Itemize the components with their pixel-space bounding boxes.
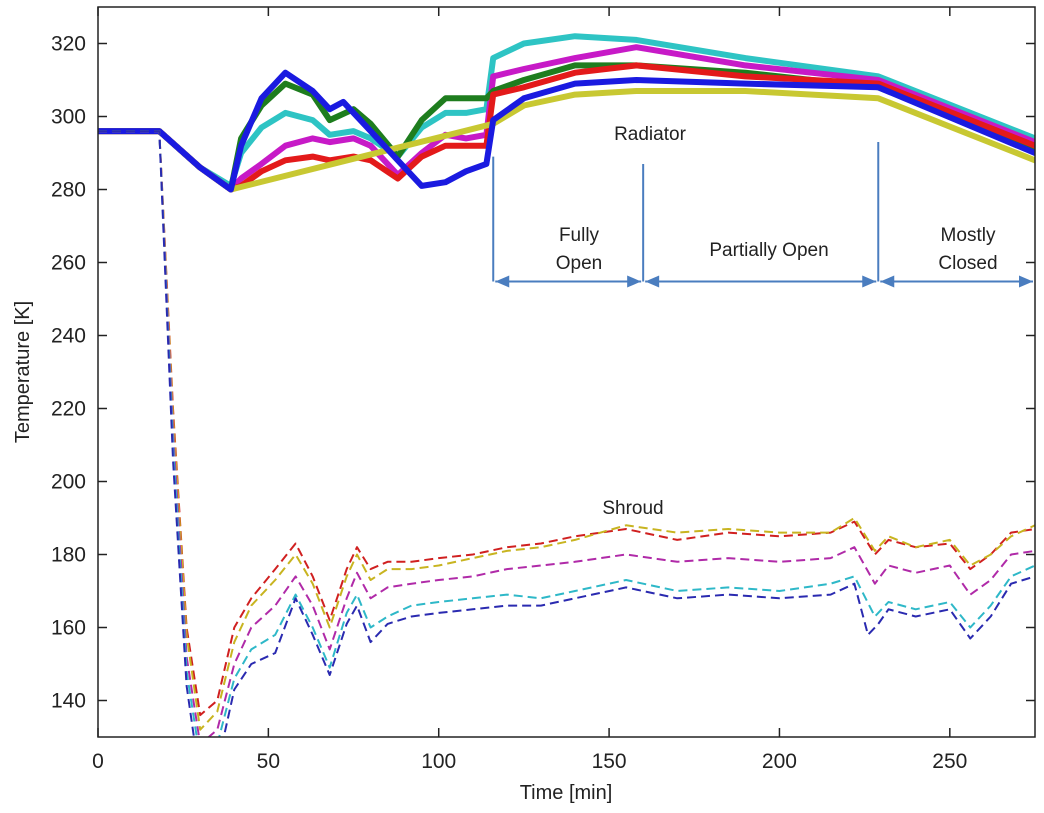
phase-annotations: Radiator Shroud Fully Open Partially Ope…: [556, 124, 998, 519]
phase-markers: [492, 142, 1033, 288]
phase-arrowhead-right-1: [627, 275, 642, 288]
y-tick-label: 160: [51, 617, 86, 640]
shroud-series-1: [98, 130, 1035, 717]
x-tick-label: 50: [257, 750, 280, 773]
x-tick-label: 200: [762, 750, 797, 773]
x-tick-label: 250: [932, 750, 967, 773]
phase-arrowhead-right-3: [1019, 275, 1033, 288]
x-axis-ticks: 0 50 100 150 200 250: [92, 7, 967, 773]
y-tick-label: 140: [51, 690, 86, 713]
y-tick-label: 200: [51, 471, 86, 494]
y-tick-label: 240: [51, 325, 86, 348]
y-tick-label: 260: [51, 252, 86, 275]
plot-frame: [97, 6, 1036, 738]
y-tick-label: 180: [51, 544, 86, 567]
x-axis-label: Time [min]: [520, 782, 613, 804]
y-tick-label: 220: [51, 398, 86, 421]
phase-arrowhead-left-2: [645, 275, 660, 288]
x-tick-label: 0: [92, 750, 104, 773]
x-tick-label: 100: [421, 750, 456, 773]
shroud-series-2: [98, 130, 1035, 731]
phase-partially-open: Partially Open: [709, 240, 828, 261]
phase-arrowhead-left-3: [880, 275, 895, 288]
y-tick-label: 300: [51, 106, 86, 129]
shroud-series-3: [98, 130, 1035, 737]
radiator-lines: [98, 33, 1035, 193]
shroud-label: Shroud: [602, 498, 663, 519]
phase-fully-open-line1: Fully: [559, 225, 600, 246]
y-tick-label: 320: [51, 33, 86, 56]
y-axis-label: Temperature [K]: [12, 301, 34, 443]
shroud-series-5: [98, 130, 1035, 737]
radiator-series-6: [98, 69, 1035, 193]
phase-arrowhead-left-1: [495, 275, 510, 288]
x-tick-label: 150: [592, 750, 627, 773]
phase-mostly-closed-line1: Mostly: [941, 225, 996, 246]
y-tick-label: 280: [51, 179, 86, 202]
radiator-label: Radiator: [614, 124, 686, 145]
phase-fully-open-line2: Open: [556, 253, 602, 274]
phase-arrowhead-right-2: [862, 275, 877, 288]
shroud-lines: [98, 130, 1035, 737]
y-axis-ticks: 140 160 180 200 220 240 260 280 300 320: [51, 33, 1035, 713]
phase-mostly-closed-line2: Closed: [938, 253, 997, 274]
